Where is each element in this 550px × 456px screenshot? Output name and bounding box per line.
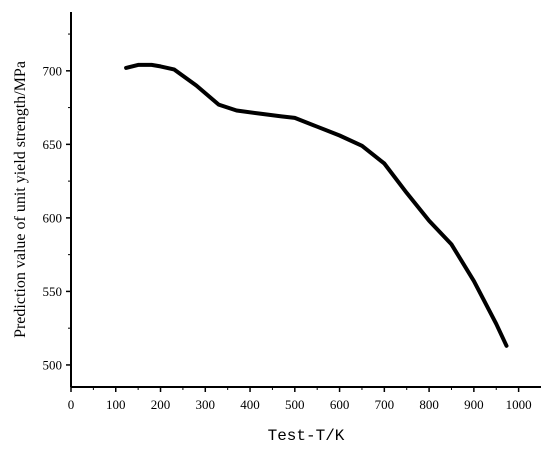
x-axis-title: Test-T/K (268, 427, 345, 445)
x-tick-label: 900 (464, 397, 484, 412)
x-tick-label: 100 (106, 397, 126, 412)
y-tick-label: 700 (43, 63, 63, 78)
y-tick-label: 650 (43, 137, 63, 152)
series-line-0 (124, 62, 509, 348)
x-tick-label: 0 (68, 397, 75, 412)
y-tick-label: 600 (43, 210, 63, 225)
x-tick-label: 800 (419, 397, 439, 412)
x-tick-label: 200 (151, 397, 171, 412)
x-tick-label: 300 (196, 397, 216, 412)
y-tick-label: 500 (43, 357, 63, 372)
x-tick-label: 500 (285, 397, 305, 412)
series-layer (124, 62, 509, 348)
x-ticks: 0 100 200 300 400 500 600 700 800 900 1000 (68, 387, 532, 412)
y-tick-label: 550 (43, 284, 63, 299)
x-tick-label: 600 (330, 397, 350, 412)
y-axis-title: Prediction value of unit yield strength/… (12, 61, 29, 338)
x-tick-label: 1000 (506, 397, 532, 412)
x-tick-label: 700 (375, 397, 395, 412)
axes (70, 12, 541, 388)
x-tick-label: 400 (240, 397, 260, 412)
y-ticks: 500 550 600 650 700 (43, 33, 71, 372)
